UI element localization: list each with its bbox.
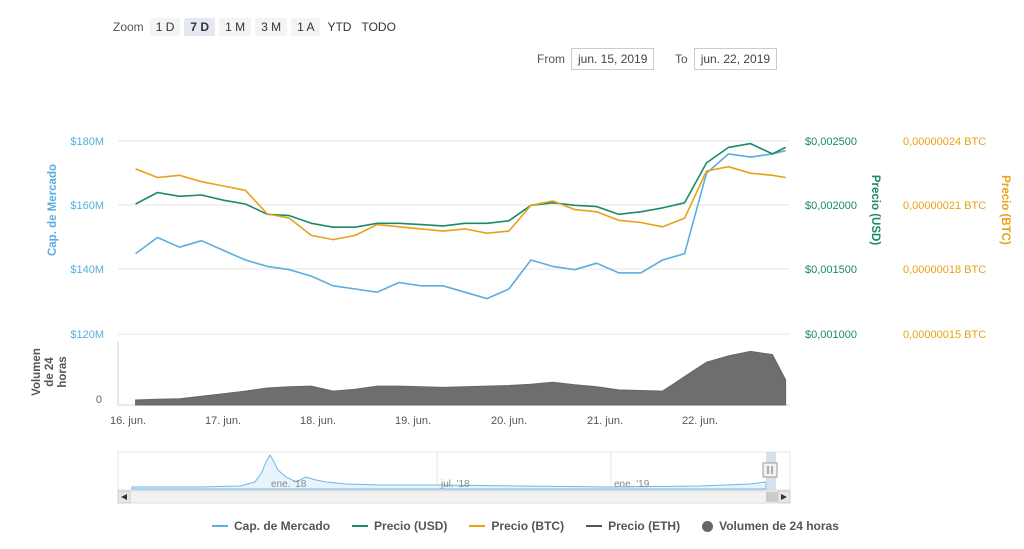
y-left-tick: $160M bbox=[70, 200, 104, 212]
legend-label: Precio (USD) bbox=[374, 519, 448, 533]
legend-swatch bbox=[352, 525, 369, 527]
y-usd-tick: $0,002500 bbox=[805, 136, 857, 148]
x-tick-label: 16. jun. bbox=[110, 415, 146, 427]
y-usd-tick: $0,001500 bbox=[805, 264, 857, 276]
legend-swatch bbox=[469, 525, 486, 527]
legend-label: Cap. de Mercado bbox=[234, 519, 331, 533]
y-btc-tick: 0,00000024 BTC bbox=[903, 136, 986, 148]
legend-swatch bbox=[586, 525, 603, 527]
navigator[interactable]: ene. '18 jul. '18 ene. '19 bbox=[117, 451, 791, 491]
y-btc-tick: 0,00000018 BTC bbox=[903, 264, 986, 276]
y-btc-axis-title: Precio (BTC) bbox=[999, 175, 1011, 245]
grid-lines bbox=[118, 140, 790, 335]
legend-dot bbox=[702, 520, 714, 532]
market-cap-line bbox=[135, 149, 786, 300]
range-to-input[interactable]: jun. 22, 2019 bbox=[693, 48, 778, 70]
zoom-3m-button[interactable]: 3 M bbox=[255, 18, 288, 36]
price-btc-line bbox=[135, 165, 786, 241]
range-from-input[interactable]: jun. 15, 2019 bbox=[571, 48, 655, 70]
legend-item-price-btc[interactable]: Precio (BTC) bbox=[469, 519, 564, 533]
y-left-tick: $140M bbox=[70, 264, 104, 276]
x-tick-label: 17. jun. bbox=[205, 415, 241, 427]
scroll-left-icon bbox=[121, 494, 127, 500]
zoom-ytd-button[interactable]: YTD bbox=[327, 20, 352, 34]
y-usd-tick: $0,002000 bbox=[805, 200, 857, 212]
range-from-label: From bbox=[537, 52, 565, 66]
scrollbar[interactable] bbox=[117, 490, 791, 504]
x-tick-label: 19. jun. bbox=[395, 415, 431, 427]
legend-label: Volumen de 24 horas bbox=[719, 519, 839, 533]
legend-label: Precio (BTC) bbox=[491, 519, 565, 533]
range-from: From jun. 15, 2019 bbox=[537, 48, 655, 70]
navigator-handle[interactable] bbox=[762, 462, 778, 478]
y-left-tick: $180M bbox=[70, 136, 104, 148]
zoom-label: Zoom bbox=[113, 20, 144, 34]
legend-item-market-cap[interactable]: Cap. de Mercado bbox=[212, 519, 330, 533]
y-volume-tick: 0 bbox=[96, 394, 102, 406]
series-lines bbox=[135, 142, 786, 300]
range-to: To jun. 22, 2019 bbox=[675, 48, 778, 70]
volume-area bbox=[135, 350, 787, 406]
navigator-frame bbox=[117, 451, 791, 491]
navigator-label: ene. '19 bbox=[614, 479, 650, 490]
legend-item-price-eth[interactable]: Precio (ETH) bbox=[586, 519, 680, 533]
volume-axis-title-line-2: de 24 bbox=[44, 357, 56, 387]
legend-item-price-usd[interactable]: Precio (USD) bbox=[352, 519, 447, 533]
range-to-label: To bbox=[675, 52, 688, 66]
zoom-7d-button[interactable]: 7 D bbox=[184, 18, 216, 36]
zoom-1m-button[interactable]: 1 M bbox=[219, 18, 252, 36]
x-tick-label: 18. jun. bbox=[300, 415, 336, 427]
volume-panel bbox=[117, 342, 790, 406]
scrollbar-track[interactable] bbox=[117, 490, 791, 504]
navigator-label: ene. '18 bbox=[271, 479, 307, 490]
x-tick-label: 22. jun. bbox=[682, 415, 718, 427]
navigator-series bbox=[131, 453, 767, 490]
y-left-tick: $120M bbox=[70, 329, 104, 341]
zoom-1d-button[interactable]: 1 D bbox=[149, 18, 181, 36]
legend-item-volume[interactable]: Volumen de 24 horas bbox=[702, 519, 839, 533]
y-btc-tick: 0,00000021 BTC bbox=[903, 200, 986, 212]
scroll-right-icon bbox=[781, 494, 787, 500]
legend-label: Precio (ETH) bbox=[608, 519, 681, 533]
navigator-label: jul. '18 bbox=[440, 479, 470, 490]
legend-swatch bbox=[212, 525, 228, 527]
scrollbar-thumb[interactable] bbox=[766, 492, 778, 502]
y-left-axis-title: Cap. de Mercado bbox=[47, 164, 59, 256]
y-btc-tick: 0,00000015 BTC bbox=[903, 329, 986, 341]
zoom-bar: Zoom 1 D 7 D 1 M 3 M 1 A YTD TODO bbox=[113, 17, 403, 37]
price-usd-line bbox=[135, 142, 786, 228]
legend: Cap. de Mercado Precio (USD) Precio (BTC… bbox=[212, 519, 861, 533]
y-usd-axis-title: Precio (USD) bbox=[869, 175, 881, 245]
x-tick-label: 21. jun. bbox=[587, 415, 623, 427]
volume-axis-title-line-1: Volumen bbox=[31, 348, 43, 396]
x-tick-label: 20. jun. bbox=[491, 415, 527, 427]
zoom-todo-button[interactable]: TODO bbox=[361, 20, 396, 34]
volume-axis-title-line-3: horas bbox=[57, 356, 69, 387]
zoom-1a-button[interactable]: 1 A bbox=[291, 18, 321, 36]
y-usd-tick: $0,001000 bbox=[805, 329, 857, 341]
